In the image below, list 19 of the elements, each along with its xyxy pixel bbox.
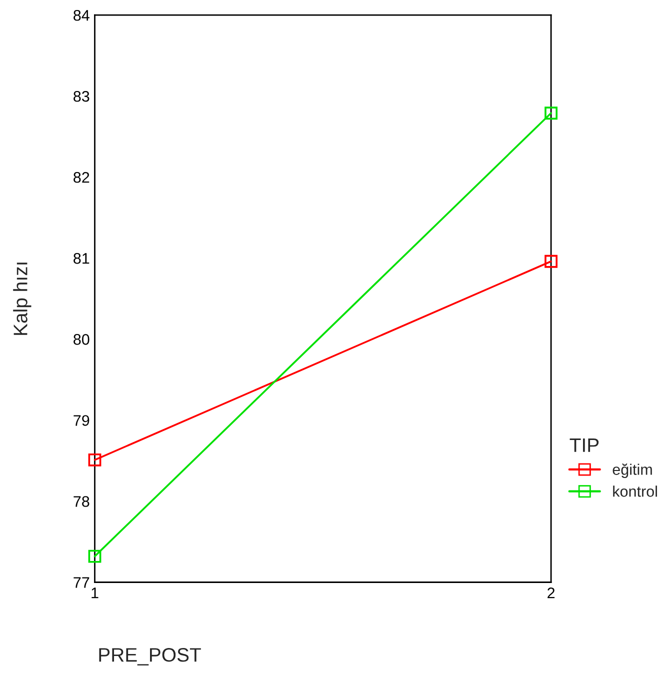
y-tick-label: 83 — [74, 90, 90, 102]
y-tick-label: 84 — [74, 10, 90, 21]
y-tick-label: 80 — [74, 334, 90, 345]
y-tick-label: 81 — [74, 253, 90, 264]
y-tick-label: 78 — [74, 496, 90, 507]
y-axis-title: Kalp hızı — [13, 262, 32, 335]
point — [88, 550, 102, 563]
legend-label: eğitim — [612, 464, 652, 478]
x-axis-title: PRE_POST — [99, 648, 201, 666]
point — [544, 106, 558, 120]
point — [88, 453, 102, 466]
y-tick-label: 79 — [74, 415, 90, 426]
legend-label: kontrol — [613, 486, 657, 497]
point — [544, 254, 558, 268]
x-tick-label: 1 — [92, 588, 98, 598]
y-tick-label: 82 — [74, 172, 90, 183]
x-tick-label: 2 — [548, 588, 555, 598]
legend-title: TIP — [570, 438, 599, 452]
y-tick-label: 77 — [74, 577, 90, 588]
